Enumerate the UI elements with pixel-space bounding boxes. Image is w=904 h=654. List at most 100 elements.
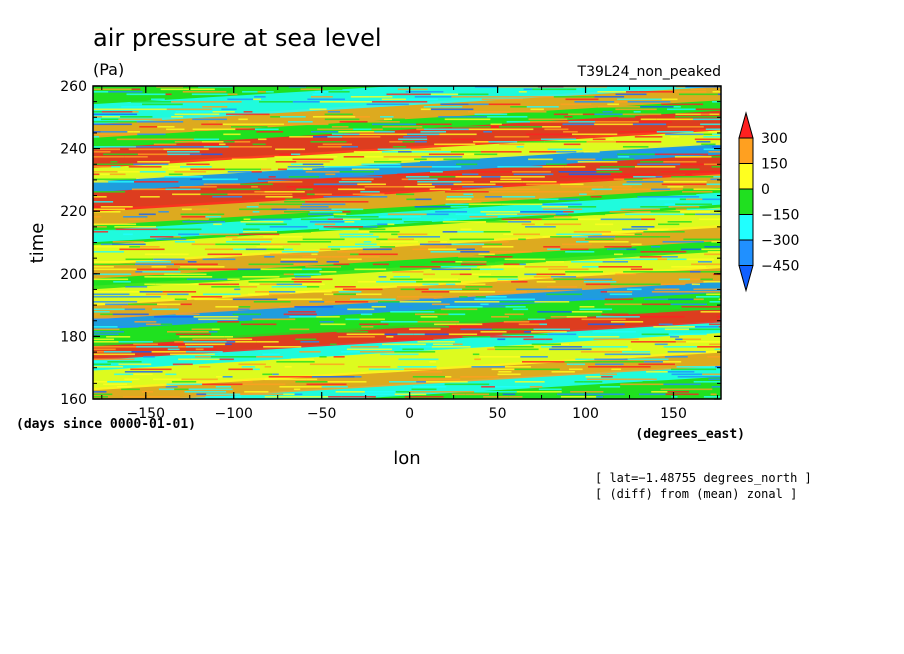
- heatmap-streak: [445, 203, 469, 206]
- heatmap-streak: [506, 121, 530, 123]
- heatmap-streak: [430, 251, 461, 253]
- heatmap-streak: [454, 301, 500, 303]
- heatmap-streak: [474, 391, 517, 393]
- heatmap-streak: [543, 223, 582, 226]
- heatmap-streak: [267, 181, 303, 183]
- heatmap-streak: [201, 153, 223, 156]
- heatmap-streak: [215, 243, 261, 246]
- heatmap-streak: [531, 343, 562, 346]
- heatmap-streak: [656, 118, 694, 121]
- heatmap-streak: [170, 276, 213, 278]
- heatmap-streak: [93, 178, 137, 181]
- heatmap-streak: [134, 321, 157, 323]
- heatmap-streak: [251, 171, 262, 173]
- heatmap-streak: [503, 233, 514, 236]
- heatmap-streak: [647, 228, 669, 231]
- heatmap-streak: [93, 326, 118, 328]
- heatmap-streak: [281, 251, 319, 253]
- heatmap-streak: [179, 336, 225, 338]
- heatmap-streak: [557, 393, 603, 396]
- heatmap-streak: [286, 208, 332, 211]
- heatmap-streak: [178, 358, 191, 361]
- heatmap-streak: [566, 158, 596, 161]
- heatmap-streak: [484, 196, 503, 198]
- heatmap-streak: [446, 196, 474, 198]
- heatmap-streak: [474, 86, 499, 88]
- heatmap-streak: [610, 283, 629, 286]
- heatmap-streak: [155, 238, 187, 241]
- heatmap-streak: [481, 171, 513, 173]
- heatmap-streak: [385, 133, 408, 136]
- heatmap-streak: [225, 168, 261, 171]
- heatmap-streak: [363, 241, 372, 243]
- heatmap-streak: [325, 173, 336, 176]
- heatmap-streak: [198, 366, 211, 368]
- heatmap-streak: [630, 301, 640, 303]
- heatmap-streak: [695, 296, 720, 298]
- heatmap-streak: [355, 243, 377, 246]
- heatmap-streak: [617, 366, 651, 368]
- heatmap-streak: [619, 348, 632, 351]
- heatmap-streak: [254, 191, 265, 193]
- heatmap-streak: [278, 153, 291, 156]
- heatmap-band: [93, 280, 721, 330]
- heatmap-streak: [328, 396, 342, 398]
- heatmap-streak: [661, 256, 678, 258]
- heatmap-streak: [120, 116, 153, 118]
- heatmap-streak: [248, 263, 294, 266]
- heatmap-streak: [401, 166, 432, 168]
- heatmap-streak: [498, 126, 543, 128]
- heatmap-streak: [380, 321, 418, 323]
- heatmap-streak: [103, 153, 138, 156]
- heatmap-streak: [421, 291, 450, 293]
- heatmap-streak: [694, 138, 721, 141]
- heatmap-streak: [235, 128, 255, 131]
- heatmap-streak: [116, 353, 135, 356]
- heatmap-streak: [637, 196, 684, 198]
- heatmap-streak: [93, 266, 114, 268]
- heatmap-streak: [283, 313, 317, 316]
- heatmap-streak: [242, 91, 258, 93]
- heatmap-streak: [93, 246, 130, 248]
- heatmap-streak: [583, 151, 600, 153]
- heatmap-streak: [323, 293, 334, 296]
- heatmap-streak: [483, 231, 511, 233]
- heatmap-streak: [694, 171, 721, 173]
- heatmap-streak: [195, 348, 204, 351]
- heatmap-streak: [667, 126, 704, 128]
- heatmap-streak: [381, 151, 399, 153]
- heatmap-streak: [651, 291, 685, 293]
- heatmap-streak: [458, 256, 485, 258]
- heatmap-streak: [151, 351, 186, 353]
- heatmap-streak: [252, 211, 260, 213]
- heatmap-streak: [430, 108, 474, 111]
- heatmap-streak: [184, 343, 226, 346]
- heatmap-streak: [500, 296, 507, 298]
- heatmap-streak: [328, 91, 350, 93]
- heatmap-streak: [142, 103, 183, 106]
- heatmap-streak: [223, 133, 241, 136]
- heatmap-streak: [609, 293, 633, 296]
- heatmap-streak: [625, 213, 658, 216]
- heatmap-streak: [376, 281, 417, 283]
- heatmap-streak: [413, 333, 425, 336]
- heatmap-streak: [193, 316, 239, 318]
- heatmap-streak: [703, 148, 721, 151]
- heatmap-streak: [716, 316, 721, 318]
- heatmap-streak: [333, 213, 347, 216]
- heatmap-streak: [265, 328, 290, 331]
- heatmap-streak: [627, 358, 669, 361]
- heatmap-streak: [596, 248, 607, 251]
- heatmap-streak: [434, 143, 476, 146]
- heatmap-streak: [166, 108, 213, 111]
- heatmap-streak: [568, 206, 597, 208]
- heatmap-streak: [467, 318, 498, 321]
- heatmap-streak: [227, 193, 261, 196]
- heatmap-streak: [640, 106, 674, 108]
- heatmap-streak: [713, 176, 721, 178]
- heatmap-streak: [193, 138, 220, 141]
- heatmap-streak: [607, 291, 633, 293]
- heatmap-streak: [468, 103, 489, 106]
- heatmap-streak: [654, 153, 673, 156]
- heatmap-streak: [306, 378, 318, 381]
